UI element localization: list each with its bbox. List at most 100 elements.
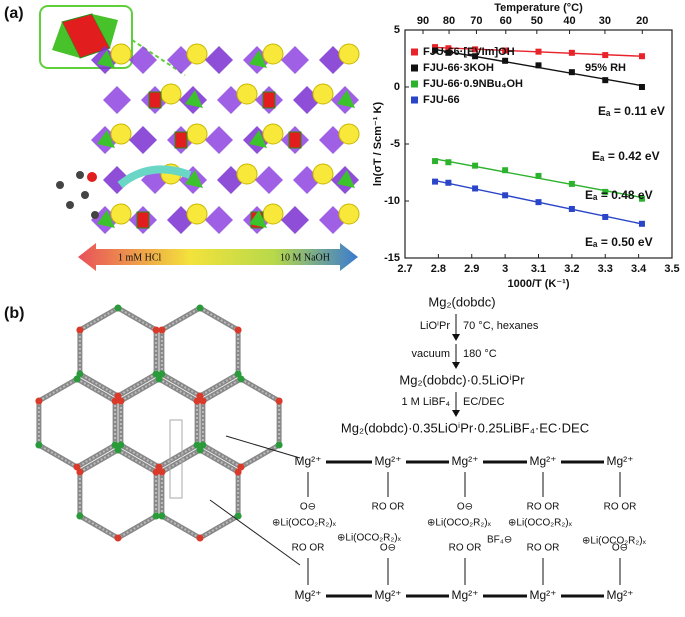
pore bbox=[36, 376, 118, 470]
x-tick-label: 3.4 bbox=[631, 263, 647, 275]
node bbox=[158, 468, 166, 476]
ligand bbox=[236, 83, 258, 105]
guest-arrow bbox=[117, 165, 192, 189]
conditions: 70 °C, hexanes bbox=[463, 320, 539, 332]
fit-annotation: Eₐ = 0.42 eV bbox=[592, 149, 660, 163]
point bbox=[568, 205, 575, 212]
ligand bbox=[160, 83, 182, 105]
metal-ion: Mg²⁺ bbox=[452, 454, 479, 468]
guest-atom bbox=[56, 181, 64, 189]
point bbox=[472, 46, 479, 53]
fit-annotation: Eₐ = 0.50 eV bbox=[585, 235, 653, 249]
point bbox=[445, 45, 452, 52]
x2-tick-label: 20 bbox=[636, 15, 648, 27]
metal-unit bbox=[97, 50, 115, 68]
compound: Mg₂(dobdc) bbox=[428, 294, 495, 309]
node bbox=[275, 441, 283, 449]
x-tick-label: 2.9 bbox=[464, 263, 479, 275]
point bbox=[535, 48, 542, 55]
ligand bbox=[338, 203, 360, 225]
y-axis-title: ln(σT / Scm⁻¹ K) bbox=[372, 102, 384, 187]
metal-ion: Mg²⁺ bbox=[375, 454, 402, 468]
chart: 2.7 2.8 2.9 3 3.1 3.2 3.3 3.4 3.5 -15 -10 -5 0 5 90 80 7… bbox=[372, 2, 680, 290]
point bbox=[638, 53, 645, 60]
node bbox=[196, 304, 204, 312]
node bbox=[76, 468, 84, 476]
ligand bbox=[262, 43, 284, 65]
node bbox=[199, 397, 207, 405]
point bbox=[502, 47, 509, 54]
node bbox=[152, 512, 160, 520]
ligand bbox=[312, 83, 334, 105]
pore bbox=[77, 305, 159, 399]
node bbox=[76, 512, 84, 520]
metal-ion: Mg²⁺ bbox=[530, 454, 557, 468]
legend-marker bbox=[411, 48, 418, 56]
counter-ion: ⊕Li(OCO₂R₂)ₓ bbox=[427, 518, 492, 529]
node bbox=[152, 326, 160, 334]
arrow-head bbox=[452, 410, 460, 417]
point bbox=[568, 69, 575, 76]
y-tick-label: -15 bbox=[384, 252, 400, 264]
metal-unit bbox=[97, 130, 115, 148]
metal-unit bbox=[97, 210, 115, 228]
counter-ion: ⊕Li(OCO₂R₂)ₓ bbox=[272, 518, 337, 529]
point bbox=[445, 179, 452, 186]
polyhedron bbox=[129, 46, 157, 74]
metal-ion: Mg²⁺ bbox=[452, 588, 479, 602]
pore bbox=[200, 376, 282, 470]
ligand: O⊖ bbox=[300, 502, 316, 513]
pore bbox=[77, 447, 159, 541]
x2-tick-label: 30 bbox=[599, 15, 611, 27]
x-tick-label: 3.1 bbox=[531, 263, 546, 275]
zoom-line bbox=[225, 435, 301, 459]
polyhedron bbox=[205, 46, 233, 74]
reagent: LiOⁱPr bbox=[420, 320, 450, 332]
metal-unit bbox=[249, 130, 267, 148]
polyhedron bbox=[205, 206, 233, 234]
metal-unit bbox=[136, 211, 150, 229]
crystal-structure bbox=[39, 5, 360, 234]
metal-unit bbox=[148, 91, 162, 109]
ligand bbox=[236, 163, 258, 185]
node bbox=[35, 397, 43, 405]
point bbox=[502, 192, 509, 199]
point bbox=[568, 49, 575, 56]
metal-unit bbox=[288, 131, 302, 149]
metal-unit bbox=[337, 170, 355, 188]
ph-gradient-arrow bbox=[78, 243, 358, 271]
node bbox=[35, 441, 43, 449]
pore bbox=[159, 447, 241, 541]
polyhedron bbox=[281, 206, 309, 234]
point bbox=[432, 47, 439, 54]
conditions: 180 °C bbox=[463, 348, 497, 360]
metal-unit bbox=[262, 91, 276, 109]
polyhedron bbox=[103, 166, 131, 194]
point bbox=[568, 180, 575, 187]
node bbox=[158, 512, 166, 520]
x-tick-label: 2.7 bbox=[397, 263, 412, 275]
metal-unit bbox=[337, 90, 355, 108]
arrow-head bbox=[452, 334, 460, 341]
x2-tick-label: 90 bbox=[417, 15, 429, 27]
ligand bbox=[110, 123, 132, 145]
inset-polyhedron bbox=[92, 14, 118, 48]
pore bbox=[118, 376, 200, 470]
guest-atom bbox=[76, 171, 84, 179]
counter-ion: ⊕Li(OCO₂R₂)ₓ bbox=[508, 518, 573, 529]
metal-ion: Mg²⁺ bbox=[375, 588, 402, 602]
framework-network bbox=[35, 304, 283, 542]
fit-annotation: Eₐ = 0.11 eV bbox=[598, 104, 665, 118]
point bbox=[535, 62, 542, 69]
node bbox=[237, 375, 245, 383]
ligand bbox=[262, 123, 284, 145]
ligand bbox=[186, 43, 208, 65]
polyhedron bbox=[205, 126, 233, 154]
node bbox=[234, 326, 242, 334]
x2-tick-label: 60 bbox=[500, 15, 512, 27]
ligand bbox=[110, 203, 132, 225]
polyhedron bbox=[129, 126, 157, 154]
ligand bbox=[186, 123, 208, 145]
y-tick-label: 0 bbox=[394, 81, 400, 93]
ligand bbox=[338, 123, 360, 145]
